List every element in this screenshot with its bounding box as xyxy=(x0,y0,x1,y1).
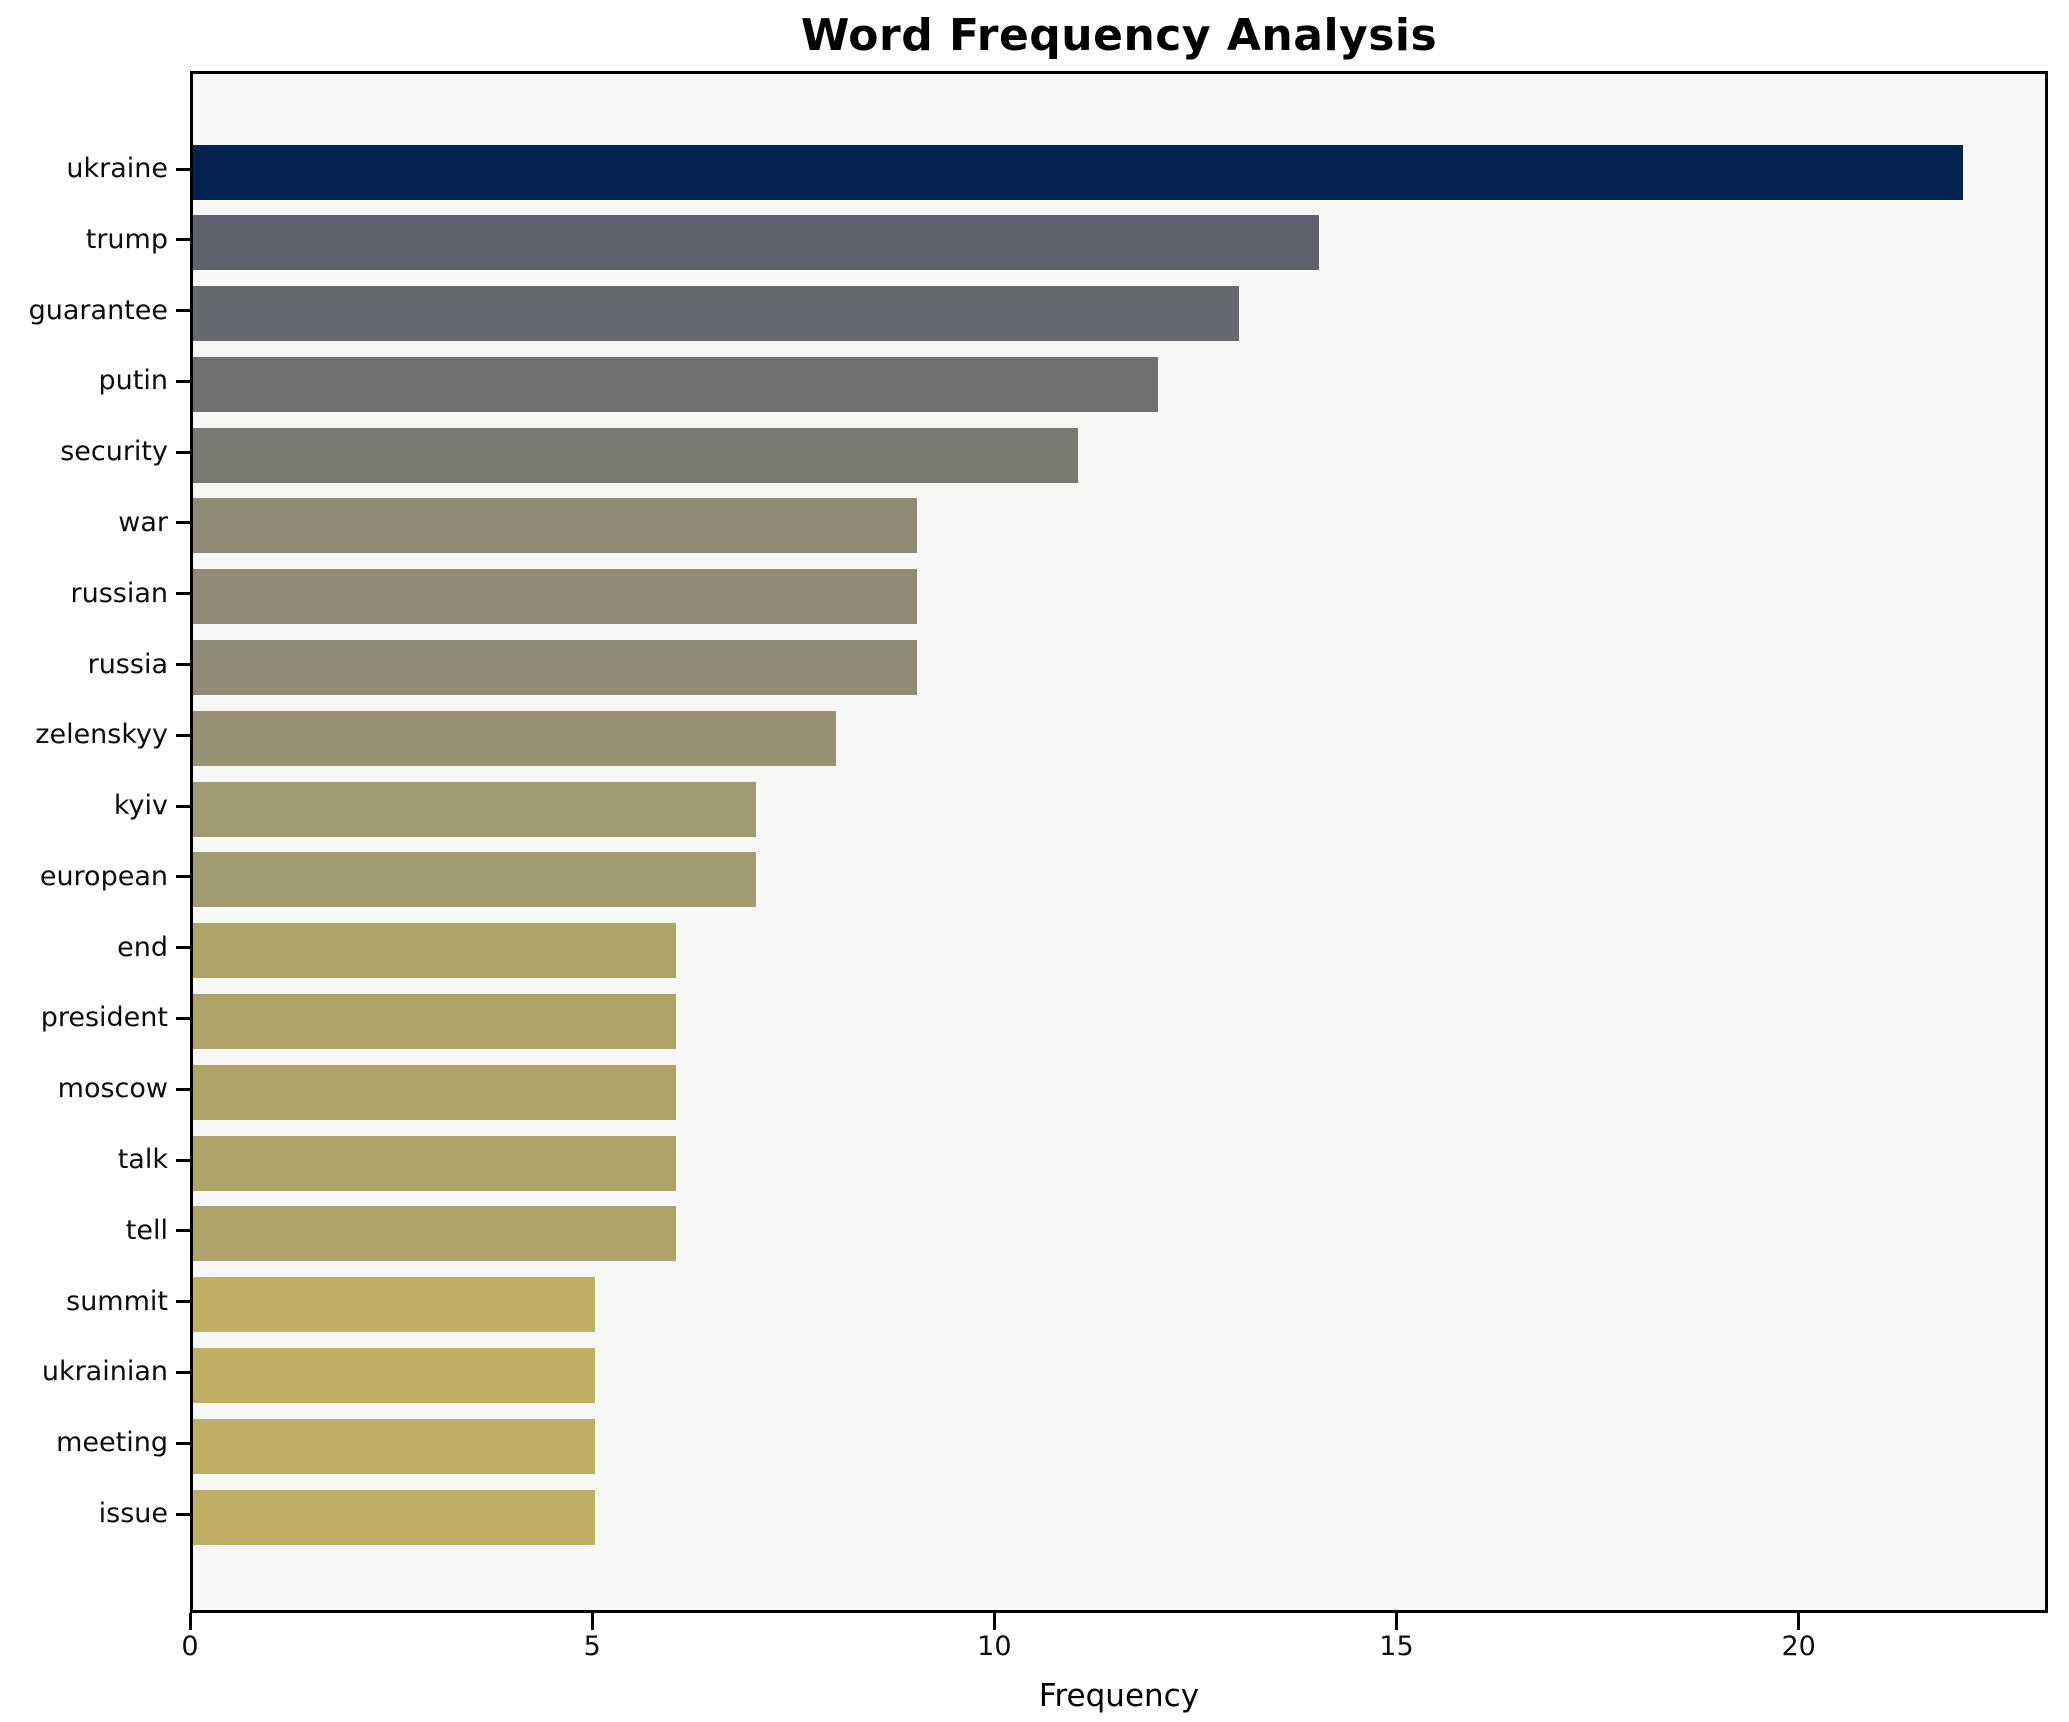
bar-talk xyxy=(193,1135,676,1191)
y-tick-label-ukraine: ukraine xyxy=(66,153,168,184)
y-tick-label-trump: trump xyxy=(85,223,168,255)
y-tick-mark xyxy=(176,1229,190,1233)
y-tick-mark xyxy=(176,1370,190,1374)
x-tick-label-15: 15 xyxy=(1379,1631,1414,1662)
y-tick-mark xyxy=(176,875,190,879)
y-tick-label-european: european xyxy=(39,860,168,892)
x-tick-label-10: 10 xyxy=(977,1631,1012,1662)
x-axis-label: Frequency xyxy=(1038,1678,1200,1714)
y-tick-mark xyxy=(176,167,190,171)
bar-russia xyxy=(193,640,917,696)
y-tick-label-security: security xyxy=(60,436,168,468)
y-tick-label-russian: russian xyxy=(70,577,168,609)
y-tick-label-summit: summit xyxy=(66,1285,168,1317)
bar-moscow xyxy=(193,1064,676,1120)
x-tick-label-0: 0 xyxy=(181,1631,199,1662)
x-tick-mark xyxy=(590,1613,594,1630)
bar-zelenskyy xyxy=(193,710,837,766)
y-tick-label-meeting: meeting xyxy=(56,1427,168,1459)
y-tick-label-zelenskyy: zelenskyy xyxy=(35,719,168,751)
y-tick-mark xyxy=(176,521,190,525)
y-tick-mark xyxy=(176,1158,190,1162)
y-tick-label-kyiv: kyiv xyxy=(113,790,168,822)
plot-area xyxy=(190,71,2048,1613)
bar-president xyxy=(193,993,676,1049)
y-tick-mark xyxy=(176,592,190,596)
bar-guarantee xyxy=(193,286,1239,342)
y-tick-label-war: war xyxy=(118,506,168,538)
x-tick-label-5: 5 xyxy=(583,1631,601,1662)
bar-end xyxy=(193,923,676,979)
bar-ukraine xyxy=(193,144,1963,200)
y-tick-mark xyxy=(176,1441,190,1445)
bar-tell xyxy=(193,1206,676,1262)
chart-title: Word Frequency Analysis xyxy=(800,10,1438,61)
bar-security xyxy=(193,427,1078,483)
y-tick-label-russia: russia xyxy=(87,648,168,680)
bar-russian xyxy=(193,569,917,625)
y-tick-label-ukrainian: ukrainian xyxy=(41,1356,168,1388)
y-tick-label-end: end xyxy=(117,931,168,963)
bar-kyiv xyxy=(193,781,757,837)
bar-meeting xyxy=(193,1418,596,1474)
y-tick-label-talk: talk xyxy=(117,1144,168,1176)
bar-european xyxy=(193,852,757,908)
y-tick-mark xyxy=(176,663,190,667)
y-tick-label-moscow: moscow xyxy=(57,1073,168,1105)
bar-war xyxy=(193,498,917,554)
y-tick-mark xyxy=(176,309,190,313)
bar-summit xyxy=(193,1277,596,1333)
y-tick-mark xyxy=(176,804,190,808)
y-tick-label-tell: tell xyxy=(125,1214,168,1246)
y-tick-mark xyxy=(176,946,190,950)
y-tick-mark xyxy=(176,379,190,383)
y-tick-label-guarantee: guarantee xyxy=(28,294,168,326)
y-tick-mark xyxy=(176,1300,190,1304)
x-tick-label-20: 20 xyxy=(1781,1631,1816,1662)
y-tick-mark xyxy=(176,1087,190,1091)
y-tick-mark xyxy=(176,238,190,242)
bar-ukrainian xyxy=(193,1347,596,1403)
y-tick-mark xyxy=(176,1512,190,1516)
bar-trump xyxy=(193,215,1320,271)
x-tick-mark xyxy=(992,1613,996,1630)
y-tick-label-putin: putin xyxy=(98,365,168,397)
y-tick-mark xyxy=(176,450,190,454)
bar-putin xyxy=(193,356,1159,412)
y-tick-label-president: president xyxy=(40,1002,168,1034)
x-tick-mark xyxy=(188,1613,192,1630)
y-tick-mark xyxy=(176,1016,190,1020)
bar-issue xyxy=(193,1489,596,1545)
x-tick-mark xyxy=(1394,1613,1398,1630)
y-tick-label-issue: issue xyxy=(98,1498,168,1529)
x-tick-mark xyxy=(1797,1613,1801,1630)
y-tick-mark xyxy=(176,733,190,737)
